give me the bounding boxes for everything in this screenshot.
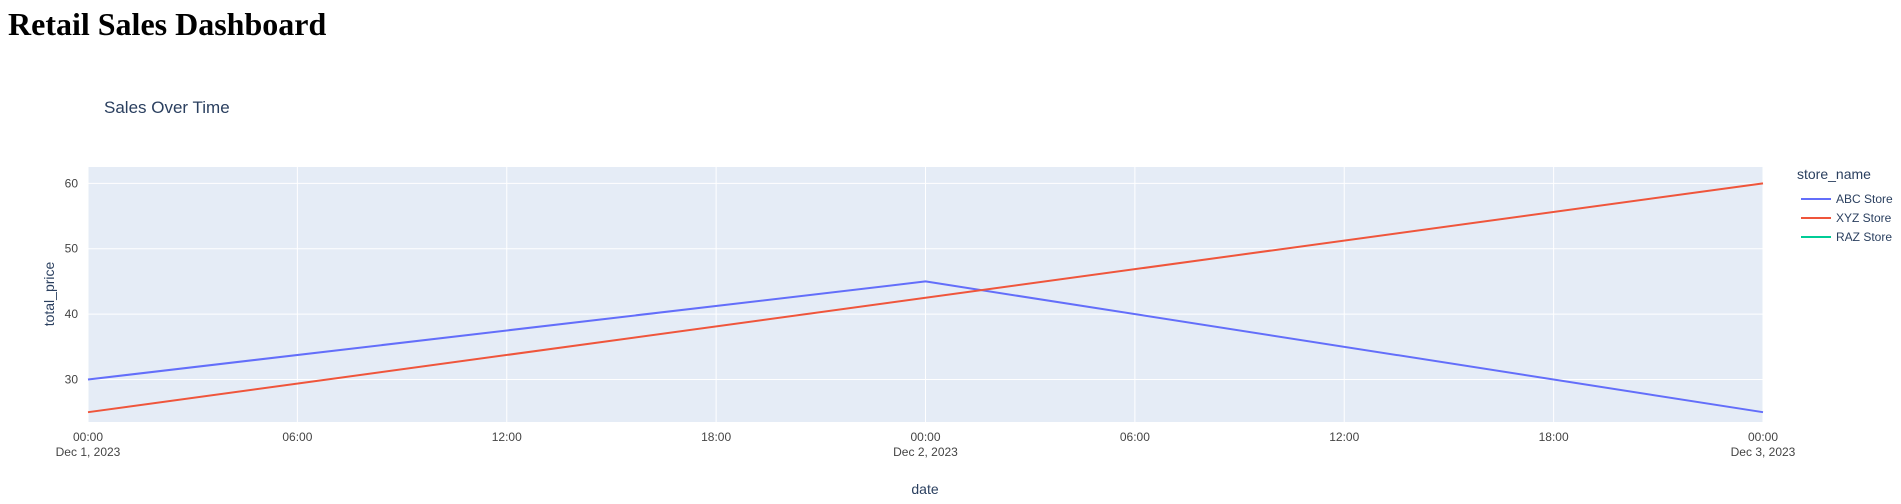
x-tick-date-label: Dec 1, 2023 [56, 445, 121, 459]
series-line-2[interactable] [87, 182, 1764, 414]
x-tick-label: 18:00 [1539, 430, 1569, 444]
y-tick-label: 60 [65, 176, 79, 190]
x-tick-label: 00:00 [910, 430, 940, 444]
legend-item-3[interactable]: RAZ Store [1801, 230, 1892, 244]
y-tick-label: 30 [65, 373, 79, 387]
legend-label: RAZ Store [1836, 230, 1892, 244]
legend-title: store_name [1797, 166, 1871, 182]
x-axis-title: date [911, 481, 938, 497]
y-axis-title: total_price [41, 261, 57, 326]
x-tick-date-label: Dec 2, 2023 [893, 445, 958, 459]
x-tick-label: 06:00 [1120, 430, 1150, 444]
legend[interactable]: store_name ABC Store XYZ Store RAZ Store [1797, 166, 1893, 244]
y-axis-ticks: 30 40 50 60 [65, 176, 79, 386]
y-tick-label: 50 [65, 242, 79, 256]
chart-container: Sales Over Time 30 40 50 60 00:00 Dec 1, 202… [0, 85, 1901, 504]
legend-label: XYZ Store [1836, 211, 1892, 225]
chart-title: Sales Over Time [104, 98, 230, 117]
series-line-1[interactable] [87, 280, 1764, 414]
legend-label: ABC Store [1836, 192, 1893, 206]
x-tick-label: 06:00 [282, 430, 312, 444]
series-lines [87, 182, 1764, 414]
x-tick-label: 12:00 [1329, 430, 1359, 444]
legend-item-2[interactable]: XYZ Store [1801, 211, 1892, 225]
y-tick-label: 40 [65, 307, 79, 321]
grid-lines [87, 167, 1764, 422]
x-tick-label: 18:00 [701, 430, 731, 444]
page-title: Retail Sales Dashboard [8, 6, 327, 42]
x-tick-label: 00:00 [73, 430, 103, 444]
legend-item-1[interactable]: ABC Store [1801, 192, 1893, 206]
x-tick-label: 12:00 [492, 430, 522, 444]
x-tick-label: 00:00 [1748, 430, 1778, 444]
x-tick-date-label: Dec 3, 2023 [1731, 445, 1796, 459]
